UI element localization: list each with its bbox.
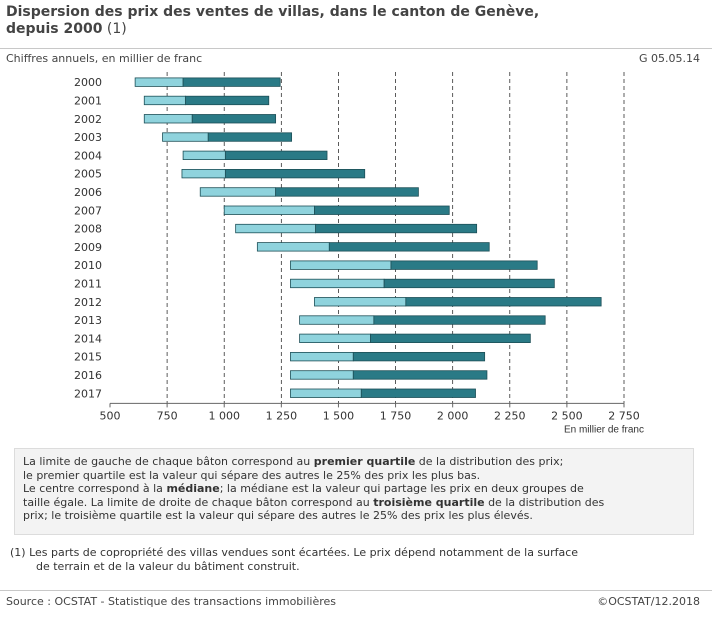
bar-q1-to-median: [290, 278, 385, 289]
x-tick-label: 1 500: [323, 409, 355, 422]
bar-median-to-q3: [191, 114, 277, 124]
explanation-text: ; la médiane est la valeur qui partage l…: [219, 482, 584, 495]
title-line-1: Dispersion des prix des ventes de villas…: [6, 4, 540, 20]
explanation-text: de la distribution des: [484, 495, 605, 509]
bar-median-to-q3: [352, 370, 488, 380]
chart-subtitle: Chiffres annuels, en millier de franc: [6, 52, 203, 65]
bar-median-to-q3: [224, 169, 366, 179]
x-tick-label: 1 000: [208, 409, 240, 422]
bar-q1-to-median: [290, 370, 354, 380]
bar-median-to-q3: [390, 260, 538, 270]
x-tick-label: 1 750: [380, 409, 412, 422]
explanation-text: La limite de gauche de chaque bâton corr…: [23, 455, 314, 468]
explanation-bold-q3: troisième quartile: [373, 495, 485, 509]
bar-median-to-q3: [383, 278, 555, 289]
bar-q1-to-median: [143, 95, 186, 106]
explanation-text: taille égale. La limite de droite de cha…: [23, 495, 374, 509]
copyright-text: ©OCSTAT/12.2018: [597, 595, 700, 608]
subtitle-row: Chiffres annuels, en millier de franc G …: [6, 52, 706, 65]
explanation-bold-q1: premier quartile: [313, 455, 416, 468]
x-tick-label: 500: [100, 409, 121, 422]
x-tick-label: 2 500: [551, 409, 583, 422]
bar-median-to-q3: [352, 351, 486, 362]
y-tick-label: 2017: [74, 387, 102, 400]
footnote-line-2: de terrain et de la valeur du bâtiment c…: [36, 559, 300, 573]
bar-median-to-q3: [224, 150, 328, 160]
y-tick-label: 2003: [74, 131, 102, 144]
explanation-bold-median: médiane: [166, 482, 220, 495]
bar-q1-to-median: [314, 297, 407, 307]
y-tick-label: 2005: [74, 168, 102, 181]
y-tick-label: 2000: [74, 76, 102, 89]
explanation-line-3: Le centre correspond à la médiane; la mé…: [23, 482, 685, 496]
y-tick-label: 2004: [74, 149, 102, 162]
bar-median-to-q3: [328, 242, 490, 252]
bar-q1-to-median: [256, 242, 330, 252]
explanation-line-2: le premier quartile est la valeur qui sé…: [23, 468, 481, 482]
bar-median-to-q3: [373, 315, 546, 325]
explanation-line-1: La limite de gauche de chaque bâton corr…: [23, 455, 685, 469]
title-line-2: depuis 2000 (1): [6, 21, 706, 38]
bar-q1-to-median: [182, 150, 226, 160]
x-tick-label: 750: [157, 409, 178, 422]
y-tick-label: 2007: [74, 204, 102, 217]
bar-q1-to-median: [290, 388, 362, 398]
y-tick-label: 2001: [74, 94, 102, 107]
source-text: Source : OCSTAT - Statistique des transa…: [6, 595, 336, 608]
bar-q1-to-median: [290, 351, 354, 362]
footnote: (1) Les parts de copropriété des villas …: [10, 546, 700, 573]
title-line-2-bold: depuis 2000: [6, 21, 103, 37]
chart-code: G 05.05.14: [638, 52, 700, 65]
bar-q1-to-median: [299, 315, 375, 325]
bar-q1-to-median: [223, 205, 315, 215]
y-tick-label: 2002: [74, 113, 102, 126]
explanation-line-4: taille égale. La limite de droite de cha…: [23, 496, 685, 510]
y-tick-label: 2008: [74, 223, 102, 236]
bar-q1-to-median: [143, 114, 193, 124]
chart-area: 500 750 1 000 1 250 1 500 1 750 2 000 2 250 2 50…: [74, 72, 644, 435]
bar-median-to-q3: [370, 333, 531, 344]
x-tick-label: 1 250: [266, 409, 298, 422]
explanation-box: La limite de gauche de chaque bâton corr…: [14, 448, 694, 535]
bar-q1-to-median: [199, 187, 277, 197]
y-tick-label: 2016: [74, 369, 102, 382]
y-tick-label: 2011: [74, 277, 102, 290]
bar-q1-to-median: [299, 333, 371, 344]
bar-median-to-q3: [275, 187, 419, 197]
explanation-line-5: prix; le troisième quartile est la valeu…: [23, 509, 533, 522]
x-tick-label: 2 000: [437, 409, 469, 422]
explanation-text: Le centre correspond à la: [23, 482, 167, 495]
y-tick-label: 2014: [74, 332, 102, 345]
bar-q1-to-median: [162, 132, 209, 142]
top-rule: [0, 48, 712, 49]
bar-median-to-q3: [184, 95, 270, 106]
footnote-line-1: (1) Les parts de copropriété des villas …: [10, 546, 579, 559]
y-tick-label: 2015: [74, 351, 102, 364]
footer: Source : OCSTAT - Statistique des transa…: [6, 595, 706, 608]
bar-median-to-q3: [207, 132, 293, 142]
explanation-text: de la distribution des prix;: [415, 455, 564, 468]
y-tick-label: 2006: [74, 186, 102, 199]
bar-median-to-q3: [405, 297, 602, 307]
footer-rule: [0, 590, 712, 591]
x-axis-label: En millier de franc: [564, 424, 644, 435]
bar-median-to-q3: [360, 388, 476, 398]
title-footnote-ref: (1): [102, 21, 127, 37]
bar-median-to-q3: [315, 223, 478, 234]
y-tick-label: 2009: [74, 241, 102, 254]
chart-title: Dispersion des prix des ventes de villas…: [6, 4, 706, 38]
bar-q1-to-median: [290, 260, 392, 270]
y-tick-label: 2010: [74, 259, 102, 272]
bar-q1-to-median: [235, 223, 316, 234]
y-tick-label: 2012: [74, 296, 102, 309]
x-tick-label: 2 250: [494, 409, 526, 422]
x-tick-label: 2 750: [608, 409, 640, 422]
bar-q1-to-median: [181, 169, 226, 179]
bar-median-to-q3: [182, 77, 281, 87]
y-tick-label: 2013: [74, 314, 102, 327]
bar-median-to-q3: [314, 205, 450, 215]
bar-q1-to-median: [134, 77, 184, 87]
